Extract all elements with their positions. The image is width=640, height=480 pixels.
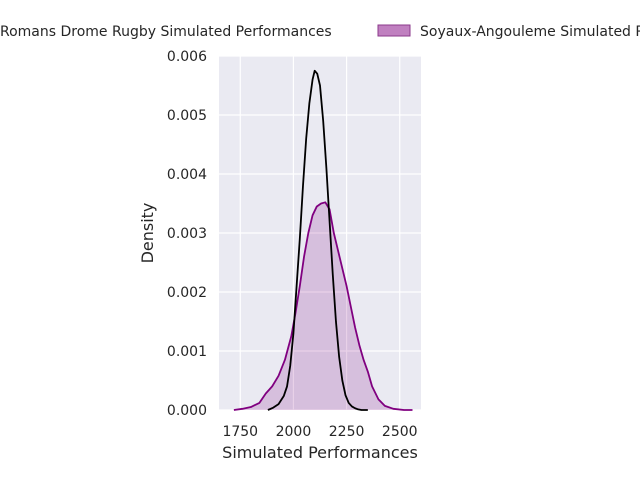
y-tick-label: 0.000 — [167, 403, 207, 419]
x-axis-label: Simulated Performances — [222, 443, 418, 462]
x-tick-label: 2250 — [329, 424, 365, 440]
y-axis-ticks: 0.000 0.001 0.002 0.003 0.004 0.005 0.006 — [167, 49, 207, 419]
y-axis-label: Density — [138, 203, 157, 264]
legend-swatch-soyaux — [377, 24, 411, 37]
y-tick-label: 0.003 — [167, 226, 207, 242]
legend-entry-soyaux: Soyaux-Angouleme Simulated Performances — [377, 24, 640, 40]
y-tick-label: 0.004 — [167, 167, 207, 183]
series-area-1 — [233, 202, 413, 410]
x-tick-label: 2000 — [276, 424, 312, 440]
legend-entry-romans: Romans Drome Rugby Simulated Performance… — [0, 24, 332, 40]
x-axis-ticks: 1750 2000 2250 2500 — [222, 424, 417, 440]
series-line-1 — [233, 201, 413, 411]
x-tick-label: 1750 — [222, 424, 258, 440]
series-layer — [233, 69, 413, 411]
legend-label-soyaux: Soyaux-Angouleme Simulated Performances — [420, 24, 640, 40]
y-tick-label: 0.005 — [167, 108, 207, 124]
legend-label-romans: Romans Drome Rugby Simulated Performance… — [0, 24, 332, 40]
x-tick-label: 2500 — [382, 424, 418, 440]
series-line-0 — [267, 69, 368, 411]
grid — [219, 55, 421, 411]
legend: Romans Drome Rugby Simulated Performance… — [0, 24, 640, 40]
y-tick-label: 0.002 — [167, 285, 207, 301]
y-tick-label: 0.006 — [167, 49, 207, 65]
y-tick-label: 0.001 — [167, 344, 207, 360]
